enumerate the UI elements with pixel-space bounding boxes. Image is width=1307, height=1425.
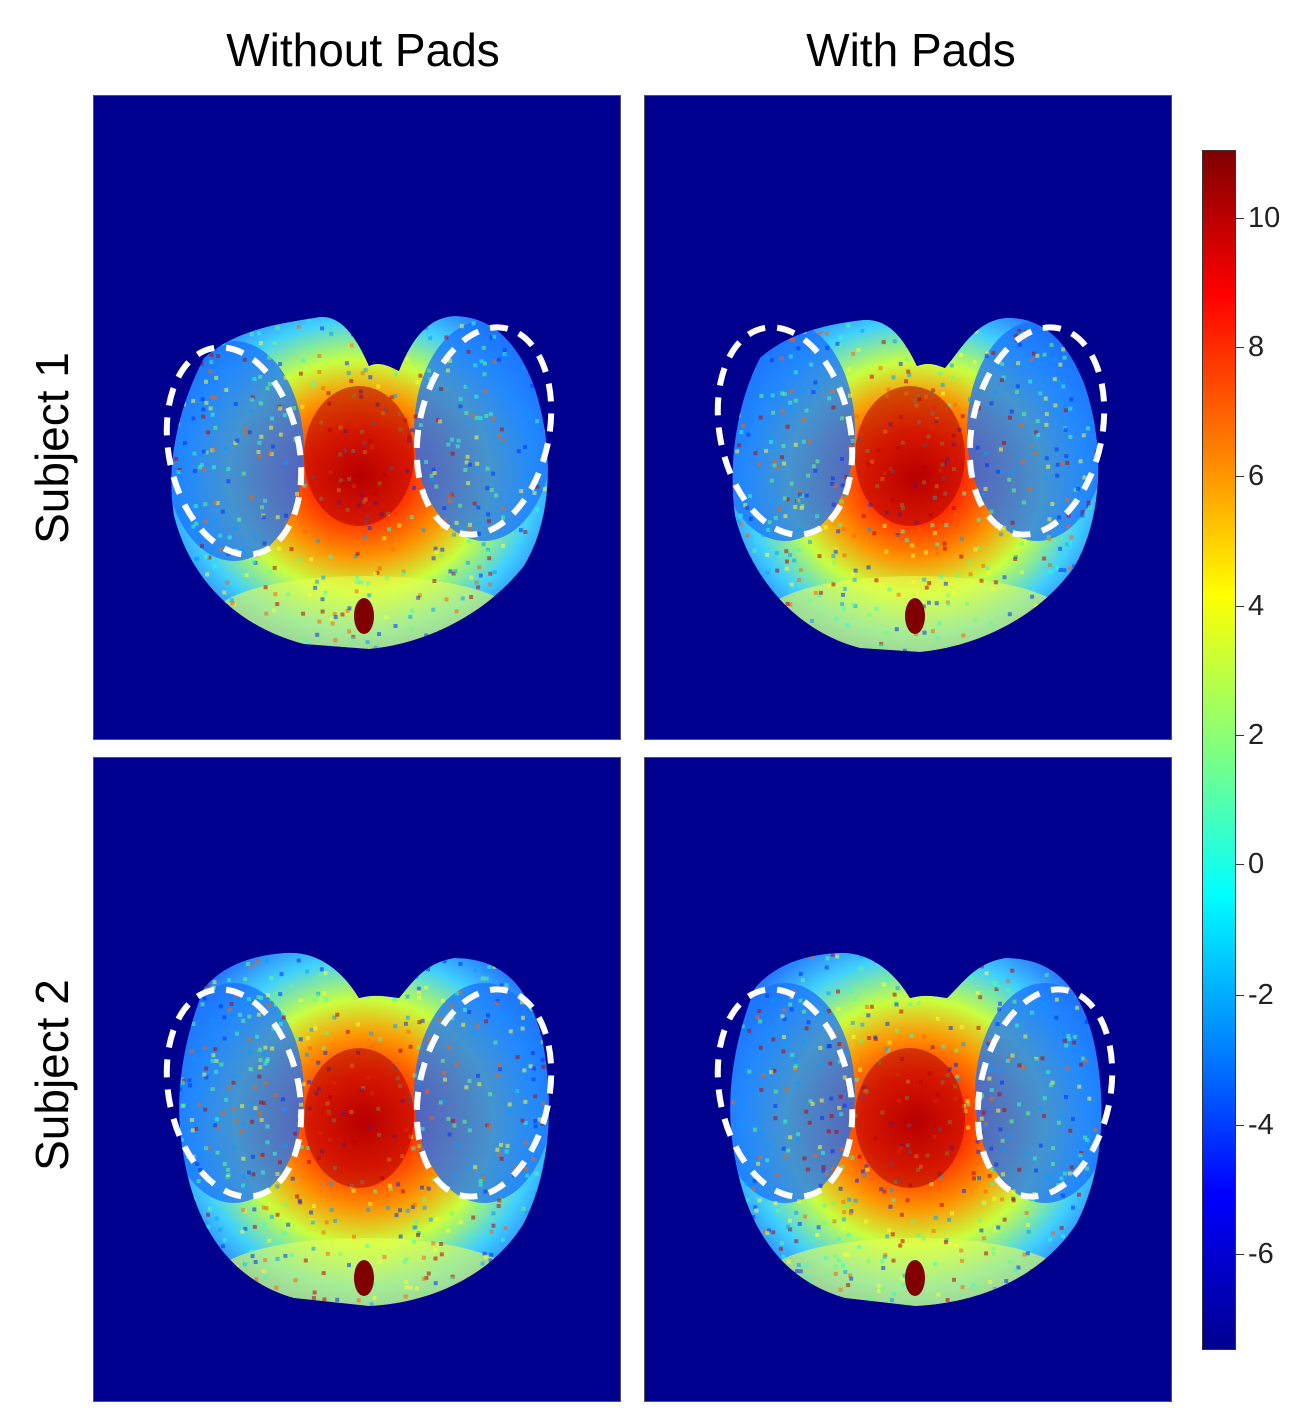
row-title-subject-1: Subject 1: [26, 352, 78, 544]
colorbar-tick: [1236, 1254, 1244, 1255]
panel-subject-2-without-pads: [93, 757, 621, 1402]
panel-subject-1-without-pads: [93, 95, 621, 740]
colorbar-tick-label: -6: [1248, 1238, 1274, 1270]
region-highlight-right: [413, 324, 555, 538]
row-title-subject-2: Subject 2: [26, 979, 78, 1171]
region-highlight-left: [714, 324, 856, 538]
colorbar-tick: [1236, 476, 1244, 477]
colorbar-tick: [1236, 1125, 1244, 1126]
region-highlight-left: [163, 344, 305, 558]
colorbar-tick-label: -4: [1248, 1109, 1274, 1141]
colorbar-tick: [1236, 606, 1244, 607]
brain-map-image: [714, 952, 1116, 1306]
panel-subject-2-with-pads: [644, 757, 1172, 1402]
colorbar-tick: [1236, 995, 1244, 996]
panel-subject-1-with-pads: [644, 95, 1172, 740]
region-highlight-right: [413, 986, 555, 1200]
colorbar-tick-label: 4: [1248, 590, 1265, 622]
region-highlight-left: [163, 986, 305, 1200]
brain-region: [171, 316, 548, 649]
region-highlight-left: [714, 986, 856, 1200]
column-title-with-pads: With Pads: [806, 24, 1016, 76]
colorbar-tick: [1236, 735, 1244, 736]
colorbar-tick-label: 0: [1248, 848, 1265, 880]
brain-map-image: [163, 952, 555, 1306]
colorbar-tick-label: 2: [1248, 719, 1265, 751]
brain-map-image: [163, 316, 555, 649]
brain-region: [179, 952, 549, 1306]
colorbar-tick: [1236, 218, 1244, 219]
brain-region: [732, 317, 1099, 652]
colorbar-tick-label: -2: [1248, 979, 1274, 1011]
colorbar: [1202, 150, 1236, 1350]
colorbar-tick-label: 8: [1248, 331, 1265, 363]
region-highlight-right: [974, 986, 1116, 1200]
colorbar-tick: [1236, 347, 1244, 348]
colorbar-tick: [1236, 864, 1244, 865]
colorbar-tick-label: 10: [1248, 202, 1281, 234]
region-highlight-right: [966, 324, 1108, 538]
colorbar-tick-label: 6: [1248, 460, 1265, 492]
brain-region: [730, 952, 1102, 1306]
brain-map-image: [714, 317, 1108, 652]
column-title-without-pads: Without Pads: [226, 24, 500, 76]
